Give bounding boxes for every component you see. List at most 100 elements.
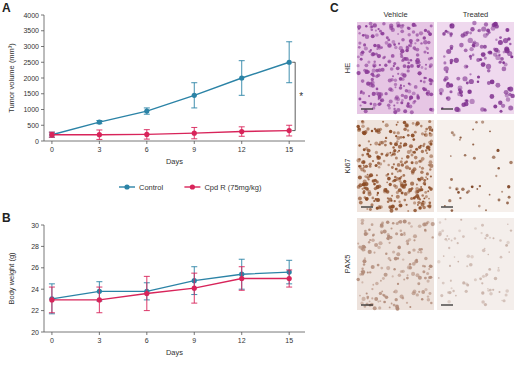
image-texture — [412, 122, 415, 125]
image-texture — [481, 62, 486, 67]
image-texture — [399, 170, 402, 173]
image-texture — [376, 48, 378, 50]
image-texture — [412, 91, 416, 95]
image-texture — [357, 128, 361, 132]
image-texture — [395, 86, 397, 88]
error-cap — [239, 95, 245, 96]
image-texture — [412, 101, 415, 104]
image-texture — [399, 178, 401, 180]
image-texture — [401, 192, 404, 195]
image-texture — [431, 130, 433, 132]
x-tick — [289, 332, 290, 335]
image-texture — [360, 104, 362, 106]
error-cap — [191, 273, 197, 274]
image-texture — [401, 94, 404, 97]
x-tick-label: 9 — [192, 337, 196, 344]
error-cap — [191, 82, 197, 83]
error-bar — [286, 125, 292, 136]
image-texture — [508, 105, 513, 110]
image-texture — [416, 53, 420, 57]
image-texture — [450, 47, 453, 50]
image-texture — [449, 23, 454, 28]
image-texture — [416, 273, 420, 277]
image-texture — [501, 191, 503, 193]
image-texture — [396, 124, 398, 126]
image-texture — [369, 239, 371, 241]
histology-image — [437, 120, 514, 212]
x-tick — [146, 141, 147, 144]
image-texture — [361, 160, 365, 164]
image-texture — [416, 121, 420, 125]
image-texture — [364, 46, 368, 50]
error-cap — [191, 127, 197, 128]
image-texture — [363, 259, 367, 263]
image-texture — [473, 157, 476, 160]
image-texture — [412, 23, 416, 27]
image-texture — [378, 166, 381, 169]
image-texture — [377, 28, 379, 30]
image-texture — [411, 272, 415, 276]
image-texture — [413, 234, 417, 238]
image-texture — [498, 101, 502, 105]
image-texture — [403, 233, 406, 236]
error-cap — [239, 126, 245, 127]
image-texture — [502, 67, 507, 72]
image-texture — [509, 43, 512, 46]
image-texture — [493, 237, 495, 239]
error-cap — [49, 312, 55, 313]
histology-image — [437, 21, 515, 114]
column-header: Treated — [463, 10, 489, 19]
image-texture — [391, 28, 395, 32]
error-cap — [144, 107, 150, 108]
image-texture — [380, 98, 384, 102]
image-texture — [392, 75, 394, 77]
image-texture — [501, 300, 503, 302]
image-texture — [414, 131, 417, 134]
image-texture — [396, 102, 398, 104]
image-texture — [486, 64, 491, 69]
image-texture — [368, 95, 370, 97]
image-texture — [423, 77, 425, 79]
image-texture — [386, 181, 388, 183]
error-bar — [96, 287, 102, 313]
y-tick — [41, 93, 44, 94]
image-texture — [466, 99, 469, 102]
image-texture — [499, 239, 502, 242]
image-texture — [486, 32, 489, 35]
y-tick-label: 500 — [27, 122, 39, 129]
series-marker — [239, 129, 244, 134]
image-texture — [428, 120, 431, 123]
image-texture — [492, 289, 494, 291]
image-texture — [387, 104, 391, 108]
image-texture — [472, 143, 474, 145]
image-texture — [424, 229, 426, 231]
y-tick-label: 20 — [31, 329, 39, 336]
image-texture — [412, 138, 415, 141]
image-texture — [423, 179, 426, 182]
image-texture — [492, 155, 496, 159]
error-cap — [49, 287, 55, 288]
image-texture — [417, 196, 420, 199]
image-texture — [430, 24, 433, 27]
image-texture — [371, 223, 374, 226]
image-texture — [363, 43, 366, 46]
image-texture — [430, 265, 433, 268]
image-texture — [385, 252, 387, 254]
image-texture — [394, 142, 398, 146]
image-texture — [362, 191, 365, 194]
image-texture — [366, 176, 368, 178]
image-texture — [429, 276, 432, 279]
image-texture — [393, 163, 395, 165]
x-tick-label: 12 — [238, 337, 246, 344]
image-texture — [431, 222, 435, 226]
image-texture — [420, 188, 423, 191]
image-texture — [374, 142, 378, 146]
y-tick — [41, 310, 44, 311]
error-bar — [49, 284, 55, 314]
image-texture — [469, 79, 474, 84]
image-texture — [410, 64, 414, 68]
image-texture — [420, 171, 423, 174]
image-texture — [450, 280, 452, 282]
image-texture — [425, 176, 427, 178]
image-texture — [386, 221, 389, 224]
